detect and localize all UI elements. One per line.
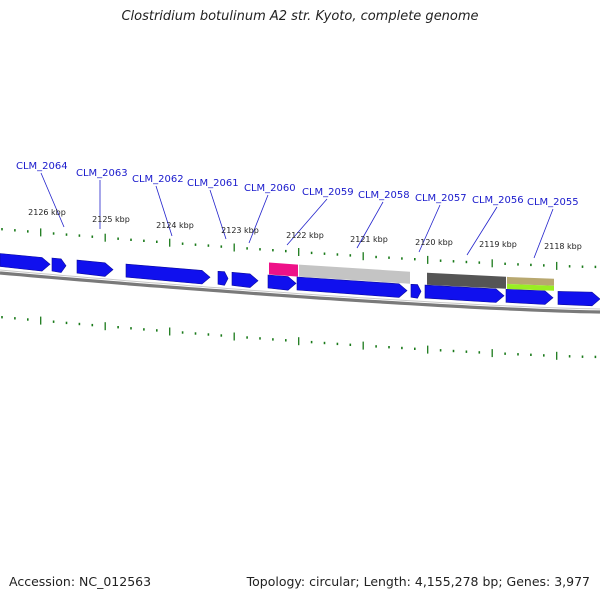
inner-tick-ring — [1, 316, 597, 360]
leader-line-8 — [466, 206, 498, 256]
leader-line-2 — [155, 185, 173, 237]
tick-label-2122: 2122 kbp — [286, 231, 324, 240]
gene-label-clm-2057[interactable]: CLM_2057 — [415, 193, 467, 204]
feature-block-green — [507, 283, 554, 291]
tick-label-2124: 2124 kbp — [156, 221, 194, 230]
backbone-line — [0, 271, 600, 314]
leader-line-6 — [356, 201, 384, 249]
label-leader-lines — [40, 172, 554, 259]
gene-label-clm-2064[interactable]: CLM_2064 — [16, 161, 68, 172]
tick-labels: 2126 kbp 2125 kbp 2124 kbp 2123 kbp 2122… — [28, 208, 582, 251]
feature-block-dark-gray — [427, 272, 506, 289]
tick-label-2123: 2123 kbp — [221, 226, 259, 235]
genome-backbone — [0, 269, 600, 314]
tick-label-2119: 2119 kbp — [479, 240, 517, 249]
gene-arrow-2 — [76, 259, 114, 277]
gene-arrow-11 — [557, 291, 600, 307]
tick-label-2120: 2120 kbp — [415, 238, 453, 247]
tick-label-2121: 2121 kbp — [350, 235, 388, 244]
gene-label-clm-2059[interactable]: CLM_2059 — [302, 187, 354, 198]
tick-label-2125: 2125 kbp — [92, 215, 130, 224]
leader-line-3 — [209, 189, 227, 240]
feature-block-tan — [507, 276, 554, 286]
gene-arrow-9 — [424, 284, 505, 303]
gene-labels: CLM_2064 CLM_2063 CLM_2062 CLM_2061 CLM_… — [16, 161, 579, 208]
gene-arrow-8 — [410, 283, 422, 299]
genome-summary-text: Topology: circular; Length: 4,155,278 bp… — [246, 574, 590, 589]
gene-arrow-7 — [296, 276, 408, 298]
gene-arrow-0 — [0, 253, 51, 272]
outer-tick-ring — [1, 228, 597, 270]
gene-arrow-3 — [125, 263, 211, 285]
accession-text: Accession: NC_012563 — [9, 574, 152, 589]
gene-label-clm-2060[interactable]: CLM_2060 — [244, 183, 296, 194]
gene-label-clm-2062[interactable]: CLM_2062 — [132, 174, 184, 185]
leader-line-0 — [40, 172, 65, 228]
gene-label-clm-2056[interactable]: CLM_2056 — [472, 195, 524, 206]
gene-label-clm-2063[interactable]: CLM_2063 — [76, 168, 128, 179]
gene-arrow-10 — [505, 288, 554, 305]
gene-track — [0, 253, 600, 307]
gene-label-clm-2061[interactable]: CLM_2061 — [187, 178, 239, 189]
feature-block-light-gray — [299, 264, 410, 284]
gene-arrow-4 — [217, 270, 229, 286]
leader-line-9 — [533, 208, 554, 259]
map-title: Clostridium botulinum A2 str. Kyoto, com… — [121, 9, 479, 24]
leader-line-5 — [286, 198, 328, 246]
gene-label-clm-2055[interactable]: CLM_2055 — [527, 197, 579, 208]
gene-arrow-5 — [231, 271, 259, 288]
feature-track — [269, 262, 554, 291]
feature-block-pink — [269, 262, 298, 277]
leader-line-7 — [418, 204, 441, 253]
tick-label-2118: 2118 kbp — [544, 242, 582, 251]
leader-line-4 — [248, 194, 269, 244]
gene-label-clm-2058[interactable]: CLM_2058 — [358, 190, 410, 201]
backbone-highlight — [0, 269, 600, 310]
gene-arrow-6 — [267, 274, 297, 291]
tick-label-2126: 2126 kbp — [28, 208, 66, 217]
gene-arrow-1 — [51, 257, 67, 273]
